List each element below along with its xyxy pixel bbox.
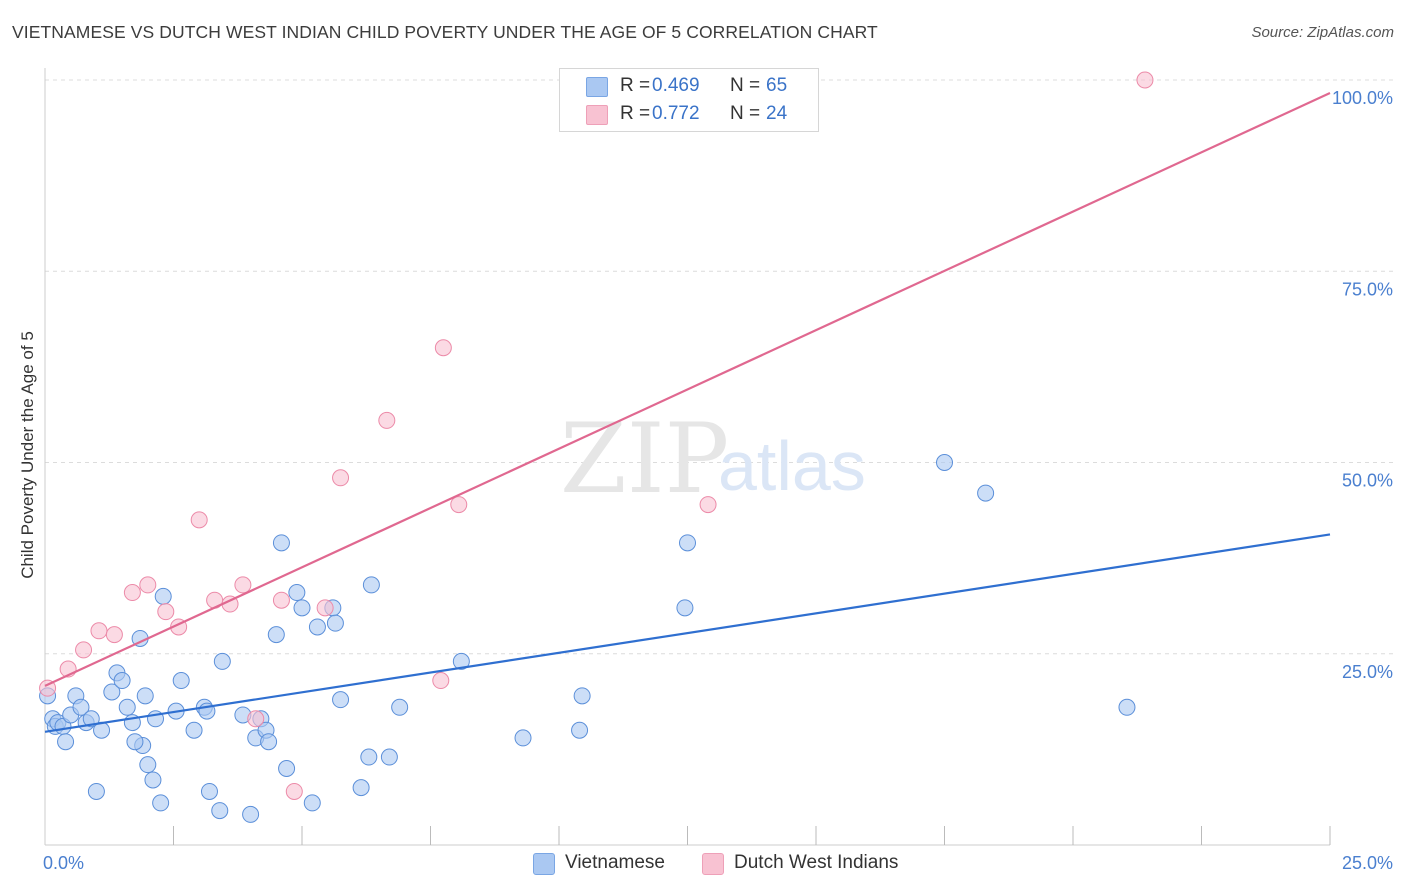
y-tick-label: 50.0%	[1342, 471, 1393, 491]
point-vietnamese	[380, 748, 398, 766]
legend: R = 0.469 N = 65 R = 0.772 N = 24	[559, 68, 819, 132]
point-dutch-west-indians	[332, 469, 350, 487]
legend-r-value: 0.772	[652, 103, 700, 124]
bottom-legend-swatch-dutch-west-indians	[702, 853, 724, 875]
point-vietnamese	[303, 794, 321, 812]
point-vietnamese	[260, 733, 278, 751]
legend-n-value: 65	[766, 75, 788, 96]
point-dutch-west-indians	[316, 599, 334, 617]
point-dutch-west-indians	[450, 496, 468, 514]
point-dutch-west-indians	[247, 710, 265, 728]
point-vietnamese	[211, 802, 229, 820]
point-vietnamese	[267, 626, 285, 644]
point-dutch-west-indians	[139, 576, 157, 594]
point-vietnamese	[272, 534, 290, 552]
point-dutch-west-indians	[272, 591, 290, 609]
point-dutch-west-indians	[190, 511, 208, 529]
legend-r-label: R =	[620, 75, 651, 96]
point-vietnamese	[113, 672, 131, 690]
x-tick-label: 0.0%	[43, 853, 84, 873]
point-vietnamese	[118, 698, 136, 716]
legend-swatch-dutch-west-indians	[586, 105, 608, 125]
point-vietnamese	[139, 756, 157, 774]
grid-lines	[45, 79, 1395, 655]
trend-line-vietnamese	[44, 533, 1331, 733]
point-vietnamese	[144, 771, 162, 789]
point-vietnamese	[308, 618, 326, 636]
point-dutch-west-indians	[90, 622, 108, 640]
point-vietnamese	[172, 672, 190, 690]
watermark-zip: ZIP	[560, 403, 729, 515]
bottom-legend-swatch-vietnamese	[533, 853, 555, 875]
watermark-atlas: atlas	[718, 427, 866, 505]
chart-title: VIETNAMESE VS DUTCH WEST INDIAN CHILD PO…	[12, 22, 878, 42]
point-vietnamese	[126, 733, 144, 751]
bottom-legend-label-vietnamese: Vietnamese	[565, 852, 665, 873]
point-vietnamese	[326, 614, 344, 632]
y-axis-label: Child Poverty Under the Age of 5	[18, 331, 37, 579]
point-vietnamese	[332, 691, 350, 709]
point-vietnamese	[87, 782, 105, 800]
y-tick-label: 75.0%	[1342, 279, 1393, 299]
point-dutch-west-indians	[699, 496, 717, 514]
point-dutch-west-indians	[1136, 71, 1154, 89]
source-label: Source: ZipAtlas.com	[1251, 24, 1394, 41]
point-dutch-west-indians	[378, 411, 396, 429]
point-vietnamese	[936, 454, 953, 471]
point-vietnamese	[573, 687, 591, 705]
point-vietnamese	[293, 599, 311, 617]
point-vietnamese	[154, 587, 172, 605]
point-vietnamese	[977, 484, 995, 502]
legend-n-label: N =	[730, 103, 761, 124]
point-vietnamese	[57, 733, 75, 751]
point-dutch-west-indians	[157, 603, 175, 621]
legend-swatch-vietnamese	[586, 77, 608, 97]
point-vietnamese	[362, 576, 380, 594]
point-vietnamese	[514, 729, 532, 747]
point-vietnamese	[452, 652, 470, 670]
point-vietnamese	[152, 794, 170, 812]
point-vietnamese	[82, 710, 100, 728]
point-vietnamese	[288, 584, 306, 602]
point-dutch-west-indians	[105, 626, 123, 644]
point-vietnamese	[352, 779, 370, 797]
trend-lines	[44, 92, 1331, 733]
point-vietnamese	[571, 721, 589, 739]
y-tick-label: 25.0%	[1342, 662, 1393, 682]
x-tick-label: 25.0%	[1342, 853, 1393, 873]
point-vietnamese	[1118, 698, 1136, 716]
point-vietnamese	[136, 687, 154, 705]
point-dutch-west-indians	[123, 584, 141, 602]
tick-labels: 25.0% 50.0% 75.0% 100.0% 0.0% 25.0%	[43, 88, 1393, 873]
point-vietnamese	[103, 683, 121, 701]
y-tick-label: 100.0%	[1332, 88, 1393, 108]
point-vietnamese	[679, 534, 696, 552]
point-vietnamese	[200, 782, 218, 800]
point-dutch-west-indians	[39, 679, 57, 697]
point-dutch-west-indians	[75, 641, 93, 659]
point-vietnamese	[72, 698, 90, 716]
point-vietnamese	[278, 760, 296, 777]
legend-r-value: 0.469	[652, 75, 700, 96]
bottom-legend-label-dutch-west-indians: Dutch West Indians	[734, 852, 899, 873]
point-vietnamese	[676, 599, 694, 617]
point-dutch-west-indians	[432, 672, 450, 690]
point-vietnamese	[185, 721, 203, 739]
point-vietnamese	[360, 748, 378, 766]
point-dutch-west-indians	[234, 576, 252, 594]
legend-r-label: R =	[620, 103, 651, 124]
point-vietnamese	[391, 698, 409, 716]
point-dutch-west-indians	[285, 782, 303, 800]
point-vietnamese	[213, 652, 231, 670]
point-dutch-west-indians	[434, 339, 452, 357]
point-vietnamese	[242, 805, 260, 823]
legend-n-label: N =	[730, 75, 761, 96]
trend-line-dutch-west-indians	[44, 92, 1331, 687]
legend-n-value: 24	[766, 103, 788, 124]
